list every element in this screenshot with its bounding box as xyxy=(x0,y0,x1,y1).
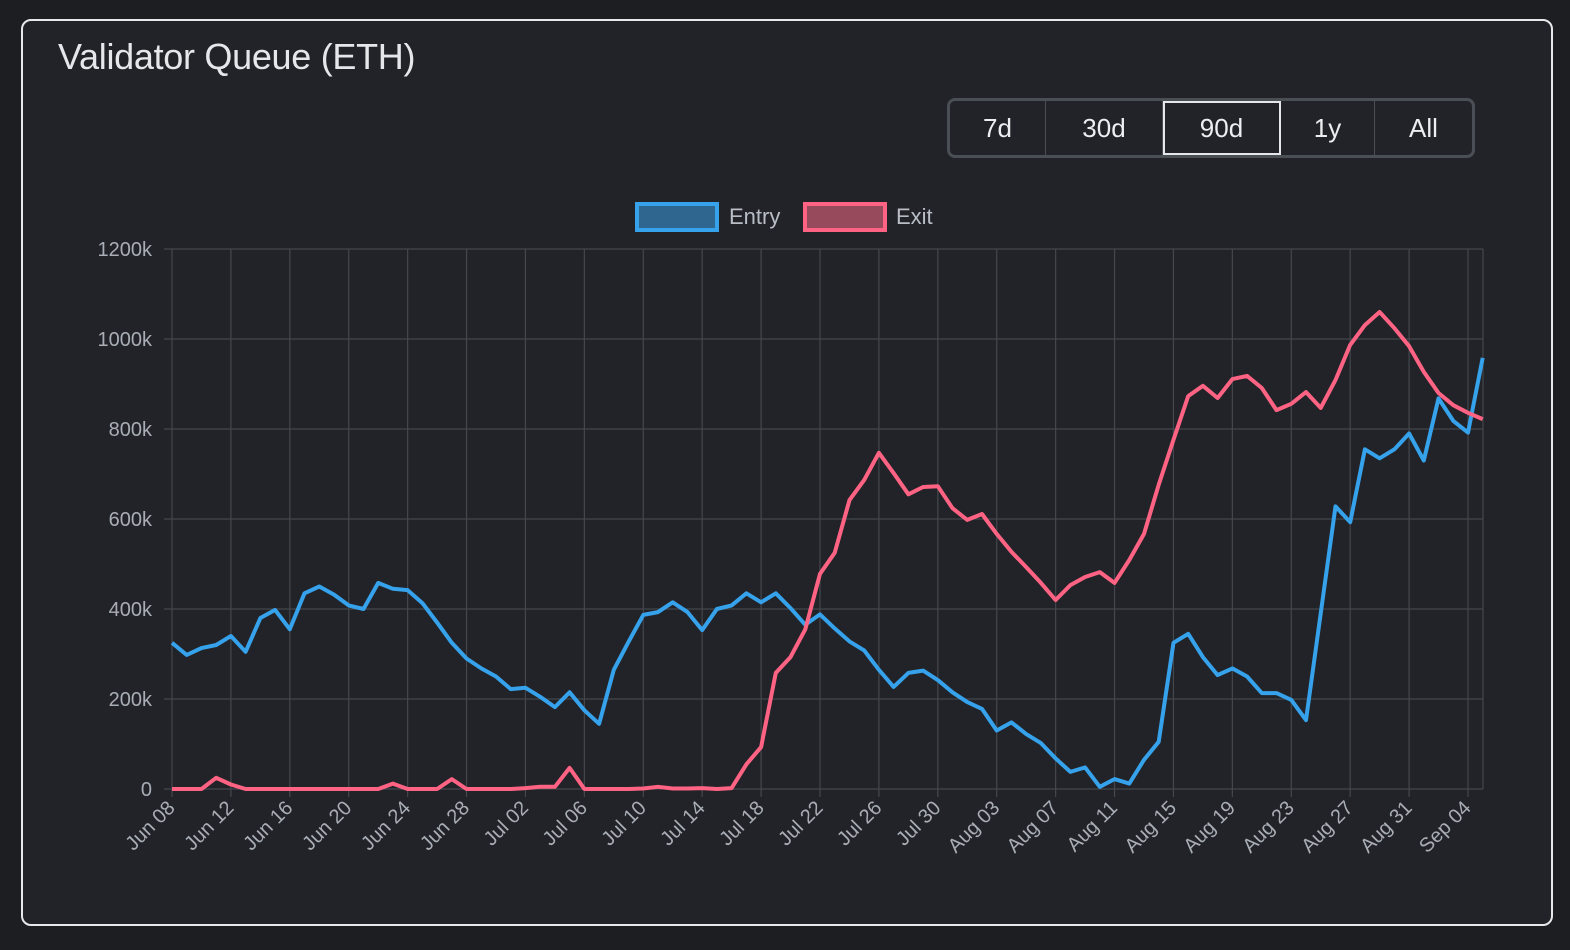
x-tick-label: Jun 08 xyxy=(122,797,180,855)
x-tick-label: Jun 28 xyxy=(416,797,474,855)
y-tick-label: 800k xyxy=(109,419,153,441)
x-tick-label: Jul 18 xyxy=(715,797,768,850)
y-tick-label: 1000k xyxy=(98,329,153,351)
y-axis-ticks: 0 200k 400k 600k 800k 1000k 1200k xyxy=(98,239,153,801)
x-tick-label: Aug 31 xyxy=(1356,797,1416,857)
x-tick-label: Jul 26 xyxy=(833,797,886,850)
x-tick-label: Jun 12 xyxy=(180,797,238,855)
x-tick-label: Aug 15 xyxy=(1121,797,1181,857)
legend-swatch-entry[interactable] xyxy=(635,202,719,232)
x-tick-label: Jun 20 xyxy=(298,797,356,855)
x-tick-label: Jul 14 xyxy=(656,797,709,850)
y-tick-label: 0 xyxy=(141,779,152,801)
x-tick-label: Jun 24 xyxy=(357,797,415,855)
grid xyxy=(164,248,1484,797)
series-line-entry xyxy=(170,357,1485,789)
range-button-7d[interactable]: 7d xyxy=(950,101,1046,155)
x-tick-label: Jul 30 xyxy=(892,797,945,850)
chart-card xyxy=(21,19,1553,926)
time-range-selector: 7d 30d 90d 1y All xyxy=(947,98,1475,158)
x-tick-label: Aug 23 xyxy=(1238,797,1298,857)
x-tick-label: Aug 07 xyxy=(1003,797,1063,857)
legend-label-exit[interactable]: Exit xyxy=(896,204,933,229)
y-tick-label: 1200k xyxy=(98,239,153,261)
range-button-1y[interactable]: 1y xyxy=(1281,101,1375,155)
chart-title: Validator Queue (ETH) xyxy=(58,36,416,77)
x-tick-label: Aug 27 xyxy=(1297,797,1357,857)
range-button-30d[interactable]: 30d xyxy=(1046,101,1163,155)
x-tick-label: Jun 16 xyxy=(239,797,297,855)
y-tick-label: 200k xyxy=(109,689,153,711)
x-tick-label: Jul 06 xyxy=(539,797,592,850)
x-tick-label: Jul 02 xyxy=(480,797,533,850)
x-tick-label: Sep 04 xyxy=(1415,797,1475,857)
x-tick-label: Aug 03 xyxy=(944,797,1004,857)
x-tick-label: Jul 10 xyxy=(598,797,651,850)
y-tick-label: 600k xyxy=(109,509,153,531)
legend: Entry Exit xyxy=(635,202,933,232)
series-line-exit xyxy=(172,310,1484,791)
x-tick-label: Aug 19 xyxy=(1180,797,1240,857)
series-lines xyxy=(170,310,1485,791)
x-tick-label: Jul 22 xyxy=(774,797,827,850)
x-tick-label: Aug 11 xyxy=(1063,797,1122,856)
legend-label-entry[interactable]: Entry xyxy=(729,204,780,229)
legend-swatch-exit[interactable] xyxy=(803,202,887,232)
x-axis-ticks: Jun 08 Jun 12 Jun 16 Jun 20 Jun 24 Jun 28 Jul … xyxy=(122,797,1476,857)
range-button-90d[interactable]: 90d xyxy=(1163,101,1281,155)
range-button-all[interactable]: All xyxy=(1409,112,1438,143)
y-tick-label: 400k xyxy=(109,599,153,621)
